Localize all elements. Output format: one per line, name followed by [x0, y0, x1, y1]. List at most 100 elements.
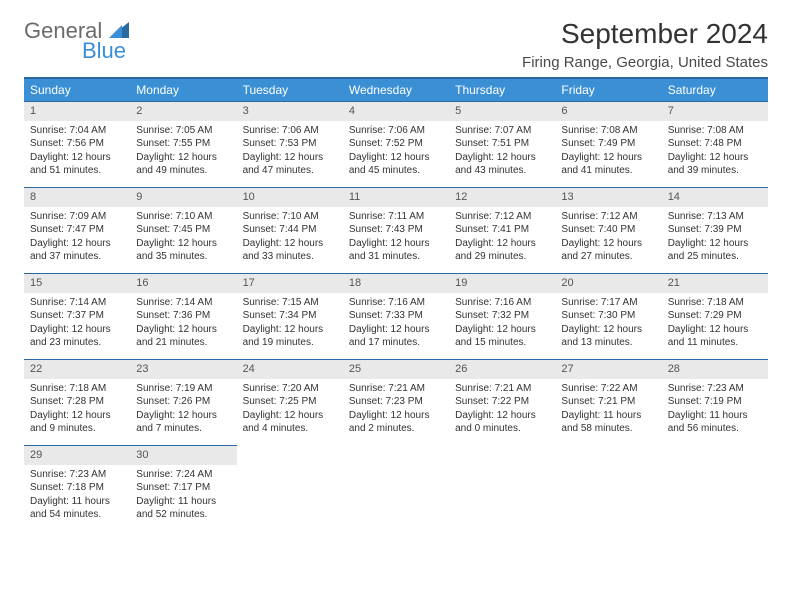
sunrise-text: Sunrise: 7:06 AM — [243, 124, 337, 138]
day-number: 23 — [130, 360, 236, 379]
sunset-text: Sunset: 7:32 PM — [455, 309, 549, 323]
calendar-day-cell — [555, 446, 661, 532]
day-number: 16 — [130, 274, 236, 293]
calendar-day-cell: 23Sunrise: 7:19 AMSunset: 7:26 PMDayligh… — [130, 360, 236, 446]
day-number: 27 — [555, 360, 661, 379]
calendar-day-cell: 24Sunrise: 7:20 AMSunset: 7:25 PMDayligh… — [237, 360, 343, 446]
day-number: 13 — [555, 188, 661, 207]
daylight-line1: Daylight: 12 hours — [349, 409, 443, 423]
sunset-text: Sunset: 7:40 PM — [561, 223, 655, 237]
weekday-header-row: Sunday Monday Tuesday Wednesday Thursday… — [24, 78, 768, 102]
calendar-day-cell: 18Sunrise: 7:16 AMSunset: 7:33 PMDayligh… — [343, 274, 449, 360]
day-number: 20 — [555, 274, 661, 293]
daylight-line1: Daylight: 12 hours — [561, 151, 655, 165]
daylight-line1: Daylight: 12 hours — [243, 237, 337, 251]
sunset-text: Sunset: 7:28 PM — [30, 395, 124, 409]
daylight-line2: and 0 minutes. — [455, 422, 549, 436]
daylight-line1: Daylight: 12 hours — [30, 151, 124, 165]
sunrise-text: Sunrise: 7:06 AM — [349, 124, 443, 138]
logo: General Blue — [24, 18, 129, 64]
calendar-day-cell: 1Sunrise: 7:04 AMSunset: 7:56 PMDaylight… — [24, 102, 130, 188]
day-number: 22 — [24, 360, 130, 379]
daylight-line1: Daylight: 12 hours — [136, 237, 230, 251]
sunrise-text: Sunrise: 7:11 AM — [349, 210, 443, 224]
weekday-header: Sunday — [24, 78, 130, 102]
sunset-text: Sunset: 7:36 PM — [136, 309, 230, 323]
weekday-header: Friday — [555, 78, 661, 102]
sunrise-text: Sunrise: 7:18 AM — [30, 382, 124, 396]
sunset-text: Sunset: 7:45 PM — [136, 223, 230, 237]
calendar-day-cell: 21Sunrise: 7:18 AMSunset: 7:29 PMDayligh… — [662, 274, 768, 360]
sunset-text: Sunset: 7:26 PM — [136, 395, 230, 409]
daylight-line2: and 19 minutes. — [243, 336, 337, 350]
daylight-line2: and 11 minutes. — [668, 336, 762, 350]
calendar-day-cell: 5Sunrise: 7:07 AMSunset: 7:51 PMDaylight… — [449, 102, 555, 188]
sunrise-text: Sunrise: 7:21 AM — [349, 382, 443, 396]
calendar-day-cell: 22 Sunrise: 7:18 AMSunset: 7:28 PMDayligh… — [24, 360, 130, 446]
day-content: Sunrise: 7:16 AMSunset: 7:33 PMDaylight:… — [343, 293, 449, 354]
daylight-line1: Daylight: 12 hours — [455, 151, 549, 165]
day-number: 17 — [237, 274, 343, 293]
calendar-week-row: 29Sunrise: 7:23 AMSunset: 7:18 PMDayligh… — [24, 446, 768, 532]
daylight-line1: Daylight: 12 hours — [349, 237, 443, 251]
daylight-line2: and 17 minutes. — [349, 336, 443, 350]
calendar-week-row: 1Sunrise: 7:04 AMSunset: 7:56 PMDaylight… — [24, 102, 768, 188]
day-content: Sunrise: 7:21 AMSunset: 7:23 PMDaylight:… — [343, 379, 449, 440]
sunset-text: Sunset: 7:44 PM — [243, 223, 337, 237]
day-number: 4 — [343, 102, 449, 121]
calendar-day-cell: 11Sunrise: 7:11 AMSunset: 7:43 PMDayligh… — [343, 188, 449, 274]
sunrise-text: Sunrise: 7:24 AM — [136, 468, 230, 482]
sunset-text: Sunset: 7:29 PM — [668, 309, 762, 323]
sunrise-text: Sunrise: 7:23 AM — [30, 468, 124, 482]
calendar-day-cell: 16Sunrise: 7:14 AMSunset: 7:36 PMDayligh… — [130, 274, 236, 360]
daylight-line1: Daylight: 12 hours — [455, 237, 549, 251]
calendar-day-cell: 15Sunrise: 7:14 AMSunset: 7:37 PMDayligh… — [24, 274, 130, 360]
daylight-line2: and 2 minutes. — [349, 422, 443, 436]
daylight-line2: and 15 minutes. — [455, 336, 549, 350]
daylight-line1: Daylight: 12 hours — [668, 151, 762, 165]
sunrise-text: Sunrise: 7:04 AM — [30, 124, 124, 138]
daylight-line2: and 49 minutes. — [136, 164, 230, 178]
daylight-line1: Daylight: 12 hours — [30, 409, 124, 423]
day-number: 14 — [662, 188, 768, 207]
month-title: September 2024 — [522, 18, 768, 50]
sunrise-text: Sunrise: 7:19 AM — [136, 382, 230, 396]
sunrise-text: Sunrise: 7:16 AM — [455, 296, 549, 310]
daylight-line1: Daylight: 12 hours — [668, 323, 762, 337]
day-number: 29 — [24, 446, 130, 465]
day-number: 15 — [24, 274, 130, 293]
day-content: Sunrise: 7:17 AMSunset: 7:30 PMDaylight:… — [555, 293, 661, 354]
calendar-table: Sunday Monday Tuesday Wednesday Thursday… — [24, 77, 768, 532]
calendar-week-row: 15Sunrise: 7:14 AMSunset: 7:37 PMDayligh… — [24, 274, 768, 360]
daylight-line1: Daylight: 12 hours — [561, 323, 655, 337]
calendar-day-cell — [237, 446, 343, 532]
daylight-line2: and 52 minutes. — [136, 508, 230, 522]
day-content: Sunrise: 7:06 AMSunset: 7:52 PMDaylight:… — [343, 121, 449, 182]
daylight-line2: and 9 minutes. — [30, 422, 124, 436]
day-content: Sunrise: 7:23 AMSunset: 7:19 PMDaylight:… — [662, 379, 768, 440]
calendar-week-row: 22Sunrise: 7:18 AMSunset: 7:28 PMDayligh… — [24, 360, 768, 446]
sunrise-text: Sunrise: 7:09 AM — [30, 210, 124, 224]
sunset-text: Sunset: 7:37 PM — [30, 309, 124, 323]
sunset-text: Sunset: 7:49 PM — [561, 137, 655, 151]
daylight-line1: Daylight: 12 hours — [30, 323, 124, 337]
calendar-day-cell: 2Sunrise: 7:05 AMSunset: 7:55 PMDaylight… — [130, 102, 236, 188]
calendar-day-cell: 8Sunrise: 7:09 AMSunset: 7:47 PMDaylight… — [24, 188, 130, 274]
day-number: 30 — [130, 446, 236, 465]
daylight-line2: and 25 minutes. — [668, 250, 762, 264]
daylight-line1: Daylight: 11 hours — [561, 409, 655, 423]
day-number: 6 — [555, 102, 661, 121]
calendar-day-cell: 14Sunrise: 7:13 AMSunset: 7:39 PMDayligh… — [662, 188, 768, 274]
day-content: Sunrise: 7:08 AMSunset: 7:49 PMDaylight:… — [555, 121, 661, 182]
daylight-line2: and 31 minutes. — [349, 250, 443, 264]
sunrise-text: Sunrise: 7:12 AM — [561, 210, 655, 224]
calendar-day-cell: 29Sunrise: 7:23 AMSunset: 7:18 PMDayligh… — [24, 446, 130, 532]
daylight-line2: and 13 minutes. — [561, 336, 655, 350]
sunset-text: Sunset: 7:56 PM — [30, 137, 124, 151]
sunset-text: Sunset: 7:23 PM — [349, 395, 443, 409]
logo-word-blue: Blue — [82, 38, 129, 64]
sunrise-text: Sunrise: 7:14 AM — [136, 296, 230, 310]
daylight-line1: Daylight: 12 hours — [455, 409, 549, 423]
sunset-text: Sunset: 7:30 PM — [561, 309, 655, 323]
day-number: 25 — [343, 360, 449, 379]
